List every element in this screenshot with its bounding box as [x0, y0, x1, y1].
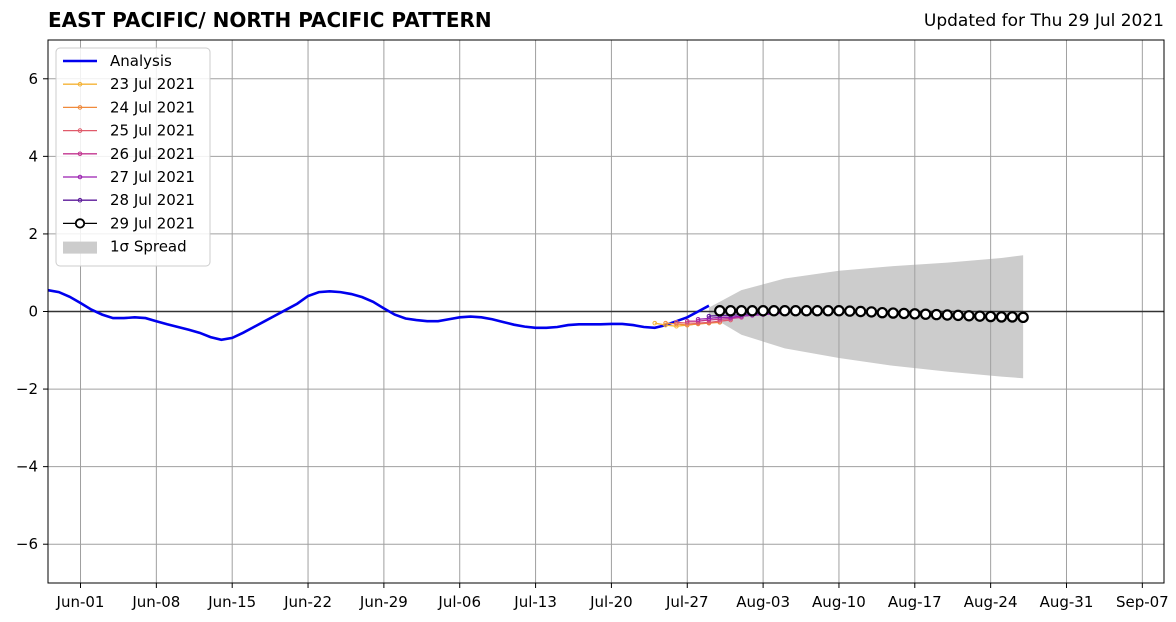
legend-swatch-1-spread [63, 241, 97, 254]
y-tick-label: −2 [16, 380, 38, 398]
legend-marker-26-jul-2021 [77, 151, 83, 157]
x-tick-label: Aug-10 [812, 593, 866, 611]
data-point-29-jul-2021 [909, 308, 921, 320]
y-tick-label: 4 [28, 147, 38, 165]
data-point-29-jul-2021 [963, 310, 975, 322]
data-point-27-jul-2021 [695, 316, 701, 322]
legend: Analysis 23 Jul 2021 24 Jul 2021 25 Jul 202… [55, 47, 211, 267]
x-tick-label: Jul-13 [513, 593, 557, 611]
data-point-29-jul-2021 [768, 305, 780, 317]
legend-marker-25-jul-2021 [77, 128, 83, 133]
y-tick-label: 6 [28, 70, 38, 88]
data-point-26-jul-2021 [695, 318, 701, 324]
legend-label-25-jul-2021: 25 Jul 2021 [110, 122, 195, 140]
data-point-29-jul-2021 [822, 305, 834, 317]
data-point-29-jul-2021 [844, 305, 856, 317]
data-point-29-jul-2021 [854, 305, 867, 318]
y-tick-label: 2 [28, 225, 38, 243]
y-tick-label: −4 [16, 458, 38, 476]
data-point-24-jul-2021 [663, 320, 668, 326]
data-point-27-jul-2021 [706, 316, 712, 321]
data-point-29-jul-2021 [930, 308, 943, 321]
x-tick-label: Jun-08 [131, 593, 180, 611]
legend-label-1-spread: 1σ Spread [110, 238, 187, 256]
legend-label-24-jul-2021: 24 Jul 2021 [110, 98, 195, 116]
legend-marker-29-jul-2021 [74, 218, 86, 229]
legend-label-27-jul-2021: 27 Jul 2021 [110, 168, 195, 186]
data-point-29-jul-2021 [724, 305, 737, 317]
x-tick-label: Aug-24 [964, 593, 1018, 611]
data-point-25-jul-2021 [674, 320, 679, 325]
x-tick-label: Jun-22 [283, 593, 332, 611]
spread-band [708, 255, 1024, 379]
data-point-29-jul-2021 [833, 305, 845, 317]
x-tick-label: Jul-06 [437, 593, 481, 611]
legend-label-26-jul-2021: 26 Jul 2021 [110, 145, 195, 163]
legend-marker-23-jul-2021 [77, 81, 83, 87]
legend-label-28-jul-2021: 28 Jul 2021 [110, 191, 195, 209]
data-point-29-jul-2021 [941, 309, 954, 321]
data-point-26-jul-2021 [684, 318, 690, 324]
legend-label-23-jul-2021: 23 Jul 2021 [110, 75, 195, 93]
grid-layer [48, 40, 1164, 583]
x-tick-label: Jul-27 [665, 593, 709, 611]
data-point-29-jul-2021 [952, 309, 964, 322]
x-tick-label: Aug-17 [888, 593, 942, 611]
data-point-29-jul-2021 [746, 305, 758, 317]
data-point-29-jul-2021 [811, 305, 823, 317]
data-point-29-jul-2021 [876, 306, 888, 319]
data-point-29-jul-2021 [887, 307, 899, 319]
data-point-29-jul-2021 [984, 310, 997, 323]
tick-layer: Jun-01 Jun-08 Jun-15 Jun-22 Jun-29 Jul-06 Jul-… [16, 70, 1169, 611]
legend-label-analysis: Analysis [110, 52, 172, 70]
series-line-analysis [47, 288, 710, 342]
series-layer [47, 288, 1029, 342]
data-point-29-jul-2021 [919, 308, 932, 320]
data-point-29-jul-2021 [789, 305, 802, 317]
legend-marker-28-jul-2021 [77, 197, 83, 203]
data-point-23-jul-2021 [652, 320, 658, 326]
x-tick-label: Jun-01 [56, 593, 105, 611]
spread-band-layer [708, 255, 1024, 379]
data-point-29-jul-2021 [898, 307, 910, 320]
chart-subtitle: Updated for Thu 29 Jul 2021 [923, 11, 1164, 31]
y-tick-label: −6 [16, 535, 38, 553]
legend-marker-27-jul-2021 [77, 174, 83, 180]
x-tick-label: Aug-03 [736, 593, 790, 611]
x-tick-label: Jun-15 [207, 593, 256, 611]
x-tick-label: Jun-29 [359, 593, 408, 611]
data-point-29-jul-2021 [757, 305, 769, 317]
x-tick-label: Jul-20 [589, 593, 633, 611]
chart-title: EAST PACIFIC/ NORTH PACIFIC PATTERN [48, 8, 492, 32]
data-point-29-jul-2021 [735, 305, 748, 317]
data-point-29-jul-2021 [995, 311, 1008, 323]
y-tick-label: 0 [28, 303, 38, 321]
legend-label-29-jul-2021: 29 Jul 2021 [110, 214, 195, 232]
data-point-28-jul-2021 [706, 313, 712, 319]
x-tick-label: Sep-07 [1116, 593, 1169, 611]
data-point-29-jul-2021 [1006, 311, 1019, 323]
data-point-29-jul-2021 [714, 305, 726, 317]
legend-marker-24-jul-2021 [77, 105, 83, 110]
data-point-29-jul-2021 [800, 305, 813, 317]
data-point-24-jul-2021 [674, 321, 679, 327]
data-point-29-jul-2021 [974, 310, 986, 322]
data-point-29-jul-2021 [865, 306, 878, 318]
x-tick-label: Aug-31 [1040, 593, 1094, 611]
legend-box [55, 47, 211, 267]
data-point-29-jul-2021 [1017, 311, 1029, 324]
data-point-29-jul-2021 [779, 305, 791, 317]
